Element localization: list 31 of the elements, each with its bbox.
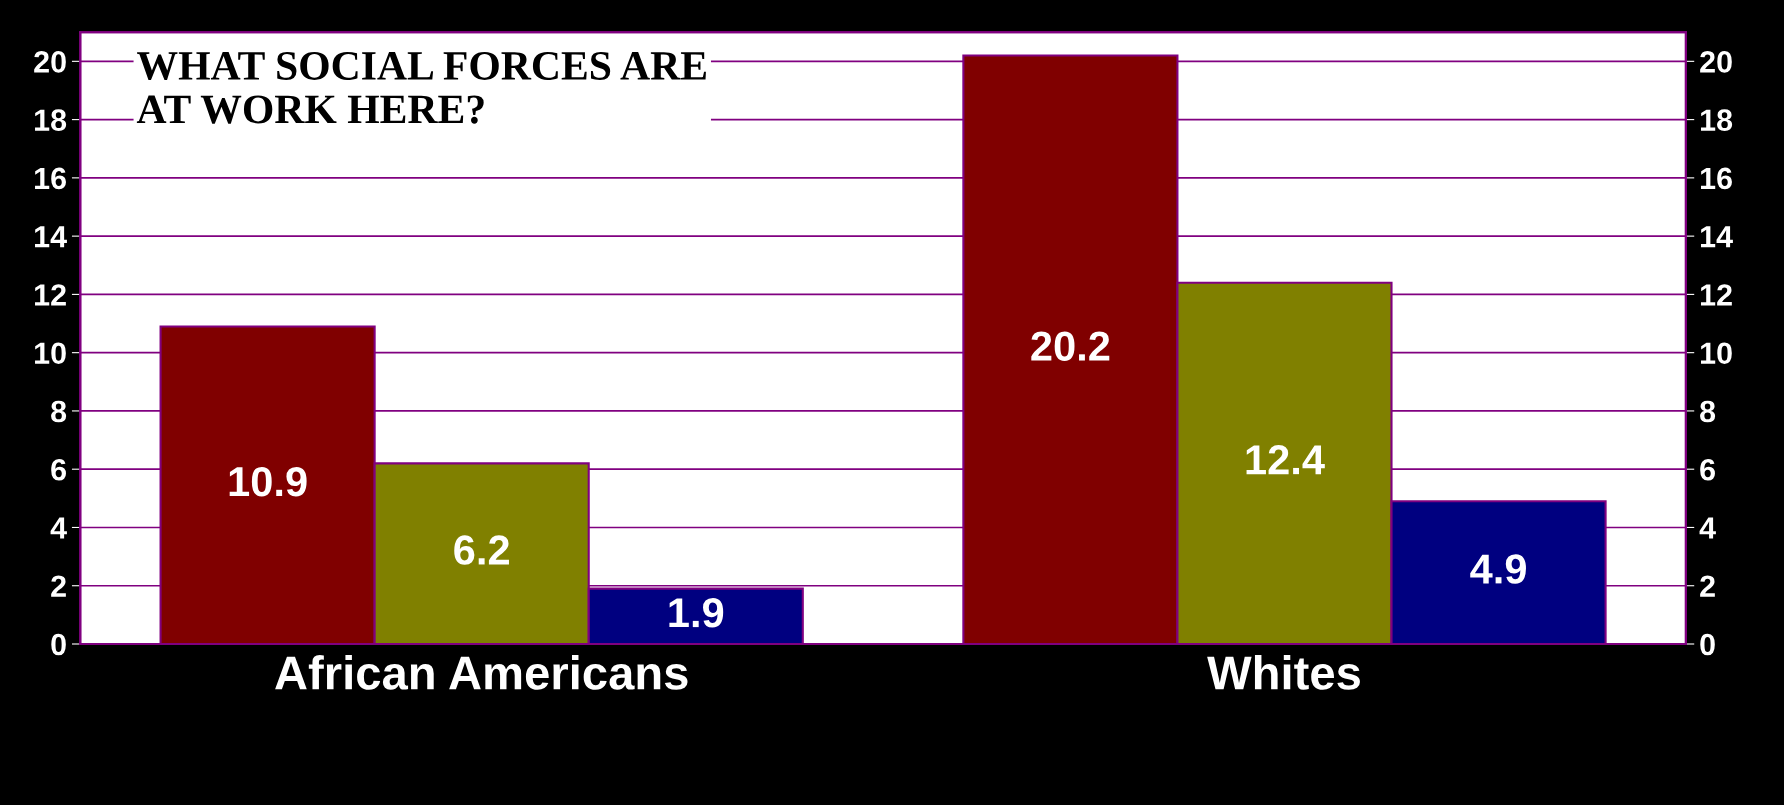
y2-tick-label: 8 bbox=[1700, 400, 1716, 423]
y2-tick-label: 18 bbox=[1701, 109, 1733, 131]
y-tick-label: 8 bbox=[51, 400, 67, 423]
y-tick-label: 4 bbox=[50, 517, 67, 539]
y-tick-label: 12 bbox=[35, 284, 66, 306]
y2-tick-label: 6 bbox=[1700, 458, 1715, 481]
x-tick-label: Whites bbox=[1207, 655, 1360, 690]
data-label: 4.9 bbox=[1470, 554, 1526, 584]
data-label: 20.2 bbox=[1031, 331, 1110, 361]
y2-tick-label: 0 bbox=[1700, 633, 1715, 656]
y2-tick-label: 16 bbox=[1701, 167, 1732, 190]
y-tick-label: 0 bbox=[51, 633, 66, 656]
y2-tick-label: 14 bbox=[1701, 226, 1733, 248]
y-tick-label: 2 bbox=[51, 575, 66, 597]
y-tick-label: 16 bbox=[35, 167, 66, 190]
data-label: 12.4 bbox=[1246, 445, 1325, 475]
data-label: 6.2 bbox=[454, 535, 509, 565]
text: WHAT SOCIAL FORCES ARE AT WORK HERE? bbox=[136, 51, 706, 124]
y2-tick-label: 10 bbox=[1701, 342, 1732, 365]
y2-tick-label: 4 bbox=[1699, 517, 1716, 539]
y-tick-label: 6 bbox=[51, 458, 66, 481]
y2-tick-label: 20 bbox=[1700, 51, 1732, 73]
x-tick-label: African Americans bbox=[275, 655, 688, 690]
y-tick-label: 14 bbox=[35, 226, 67, 248]
y-tick-label: 10 bbox=[35, 342, 66, 365]
data-label: 10.9 bbox=[229, 466, 307, 497]
y-tick-label: 20 bbox=[34, 51, 66, 73]
y2-tick-label: 12 bbox=[1701, 284, 1732, 306]
y2-tick-label: 2 bbox=[1700, 575, 1715, 597]
y-tick-label: 18 bbox=[35, 109, 67, 131]
data-label: 1.9 bbox=[669, 598, 724, 628]
